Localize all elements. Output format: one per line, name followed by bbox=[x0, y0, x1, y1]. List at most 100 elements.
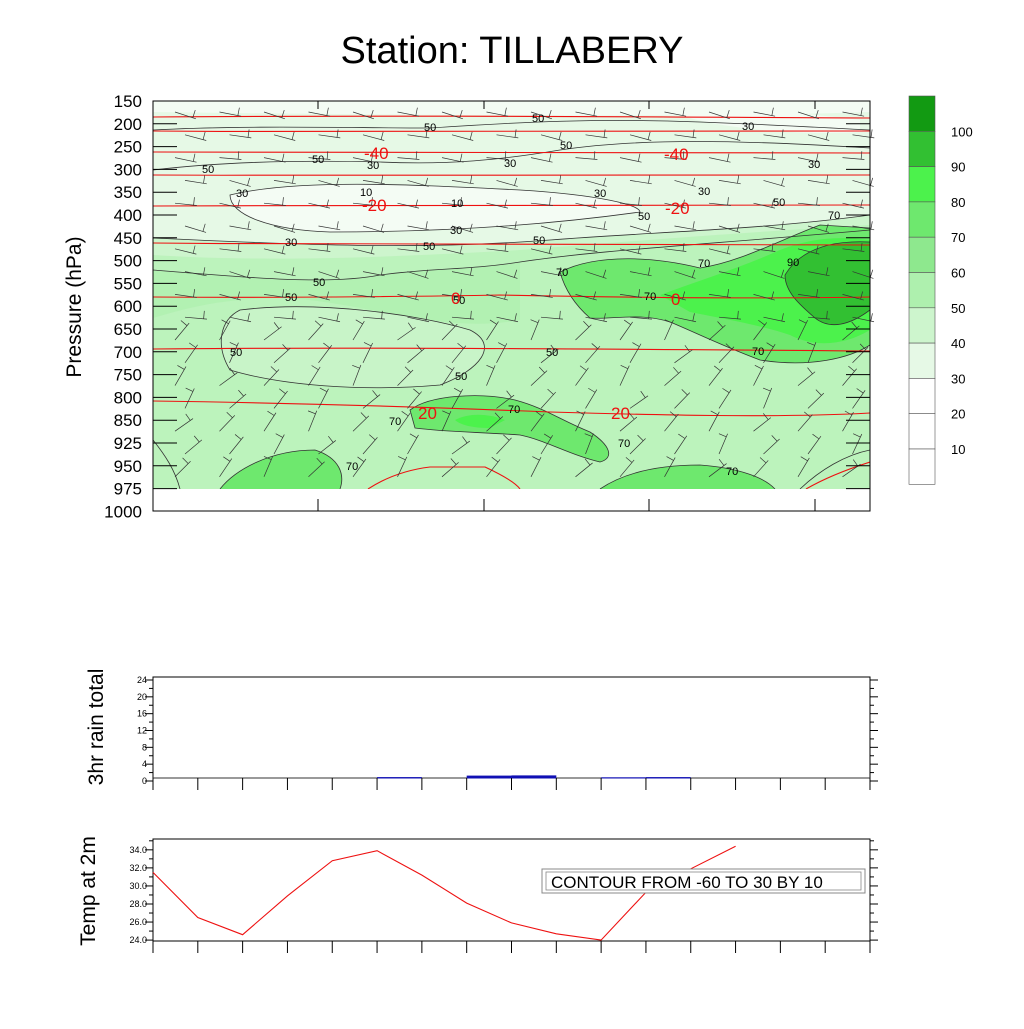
pressure-tick-label: 150 bbox=[114, 92, 142, 111]
rain-bar bbox=[825, 777, 870, 779]
rh-label-50: 50 bbox=[312, 154, 324, 166]
rain-tick-label: 8 bbox=[142, 742, 147, 752]
rh-label-30: 30 bbox=[698, 186, 710, 198]
contour-info-box bbox=[541, 868, 866, 894]
rh-label-10: 10 bbox=[451, 198, 463, 210]
temp-tick-label: 32.0 bbox=[129, 863, 147, 873]
temp-panel: 24.0 26.0 28.0 30.0 32.0 34.0 CONTOUR FROM -6… bbox=[77, 836, 878, 953]
temp-label-20: 20 bbox=[611, 404, 630, 423]
rh-label-70: 70 bbox=[389, 416, 401, 428]
rh-label-50: 50 bbox=[532, 113, 544, 125]
rain-bar bbox=[287, 777, 333, 779]
rh-label-70: 70 bbox=[556, 267, 568, 279]
rh-label-50: 50 bbox=[455, 371, 467, 383]
rh-label-30: 30 bbox=[594, 188, 606, 200]
temp-label-minus40: -40 bbox=[364, 144, 389, 163]
pressure-tick-label: 600 bbox=[114, 297, 142, 316]
rh-label-30: 30 bbox=[236, 188, 248, 200]
colorbar-label: 40 bbox=[951, 336, 965, 351]
rain-axis: 0 4 8 12 16 20 24 bbox=[137, 675, 147, 786]
contour-info-text: CONTOUR FROM -60 TO 30 BY 10 bbox=[551, 873, 823, 892]
colorbar-label: 80 bbox=[951, 195, 965, 210]
rh-label-90: 90 bbox=[787, 257, 799, 269]
rain-bar bbox=[735, 777, 781, 779]
rain-tick-label: 20 bbox=[137, 692, 147, 702]
rain-bar bbox=[197, 777, 243, 779]
pressure-tick-label: 700 bbox=[114, 343, 142, 362]
rh-label-50: 50 bbox=[285, 292, 297, 304]
temp-axis-label: Temp at 2m bbox=[77, 836, 100, 946]
temp-contour-labels: -40 -40 -20 -20 0 0 20 20 bbox=[362, 144, 690, 423]
colorbar-swatch bbox=[908, 307, 936, 344]
rain-bar bbox=[601, 777, 646, 779]
rain-panel: 0 4 8 12 16 20 24 3hr rain total bbox=[85, 669, 878, 790]
pressure-tick-label: 1000 bbox=[104, 502, 142, 521]
rain-bar bbox=[242, 777, 288, 779]
rh-label-50: 50 bbox=[533, 235, 545, 247]
rain-bar bbox=[332, 777, 378, 779]
rain-bar bbox=[377, 777, 422, 779]
temp-tick-label: 30.0 bbox=[129, 881, 147, 891]
rh-label-50: 50 bbox=[423, 241, 435, 253]
pressure-tick-label: 400 bbox=[114, 206, 142, 225]
rh-label-30: 30 bbox=[367, 160, 379, 172]
rain-bars bbox=[153, 775, 870, 779]
pressure-tick-label: 750 bbox=[114, 366, 142, 385]
colorbar-swatch bbox=[908, 272, 936, 309]
rh-label-30: 30 bbox=[450, 225, 462, 237]
pressure-tick-label: 800 bbox=[114, 388, 142, 407]
rh-label-50: 50 bbox=[313, 277, 325, 289]
colorbar-swatch bbox=[908, 166, 936, 203]
rain-tick-label: 4 bbox=[142, 759, 147, 769]
rh-label-50: 50 bbox=[773, 197, 785, 209]
temp-label-minus40: -40 bbox=[664, 145, 689, 164]
rh-label-50: 50 bbox=[560, 140, 572, 152]
rh-contour-panel: 50 50 50 50 50 30 30 30 30 30 30 30 30 3… bbox=[63, 92, 875, 521]
rh-label-50: 50 bbox=[202, 164, 214, 176]
chart-title: Station: TILLABERY bbox=[341, 30, 684, 72]
colorbar-label: 70 bbox=[951, 230, 965, 245]
rh-label-50: 50 bbox=[424, 122, 436, 134]
rain-bar bbox=[466, 775, 512, 779]
rain-bar bbox=[690, 777, 736, 779]
rh-label-50: 50 bbox=[453, 295, 465, 307]
colorbar-label: 90 bbox=[951, 160, 965, 175]
rh-label-70: 70 bbox=[726, 466, 738, 478]
temp-tick-label: 28.0 bbox=[129, 899, 147, 909]
pressure-tick-label: 450 bbox=[114, 229, 142, 248]
pressure-tick-label: 925 bbox=[114, 434, 142, 453]
pressure-tick-label: 500 bbox=[114, 252, 142, 271]
rh-label-70: 70 bbox=[508, 404, 520, 416]
rain-axis-label: 3hr rain total bbox=[85, 669, 108, 786]
colorbar-label: 100 bbox=[951, 124, 973, 139]
colorbar-label: 50 bbox=[951, 301, 965, 316]
temp-tick-label: 26.0 bbox=[129, 917, 147, 927]
temp-label-0: 0 bbox=[451, 289, 460, 308]
rh-label-50: 50 bbox=[638, 211, 650, 223]
temp-label-minus20: -20 bbox=[362, 196, 387, 215]
temp-label-0: 0 bbox=[671, 290, 680, 309]
pressure-tick-label: 975 bbox=[114, 480, 142, 499]
rain-bar bbox=[511, 775, 557, 779]
rain-bar bbox=[421, 777, 467, 779]
temp-axis: 24.0 26.0 28.0 30.0 32.0 34.0 bbox=[129, 845, 147, 945]
pressure-tick-label: 300 bbox=[114, 160, 142, 179]
rh-label-70: 70 bbox=[346, 461, 358, 473]
colorbar-swatch bbox=[908, 448, 936, 485]
rh-label-10: 10 bbox=[360, 187, 372, 199]
colorbar-swatch bbox=[908, 378, 936, 414]
rain-bar bbox=[153, 777, 198, 779]
rh-label-30: 30 bbox=[808, 159, 820, 171]
temp-tick-label: 24.0 bbox=[129, 935, 147, 945]
rain-bar bbox=[556, 777, 602, 779]
pressure-tick-label: 950 bbox=[114, 457, 142, 476]
rh-label-30: 30 bbox=[742, 121, 754, 133]
rh-label-30: 30 bbox=[285, 237, 297, 249]
colorbar-swatch bbox=[908, 342, 936, 379]
rh-label-70: 70 bbox=[618, 438, 630, 450]
temp-2m-line bbox=[152, 845, 736, 941]
rh-label-50: 50 bbox=[230, 347, 242, 359]
temp-tick-label: 34.0 bbox=[129, 845, 147, 855]
